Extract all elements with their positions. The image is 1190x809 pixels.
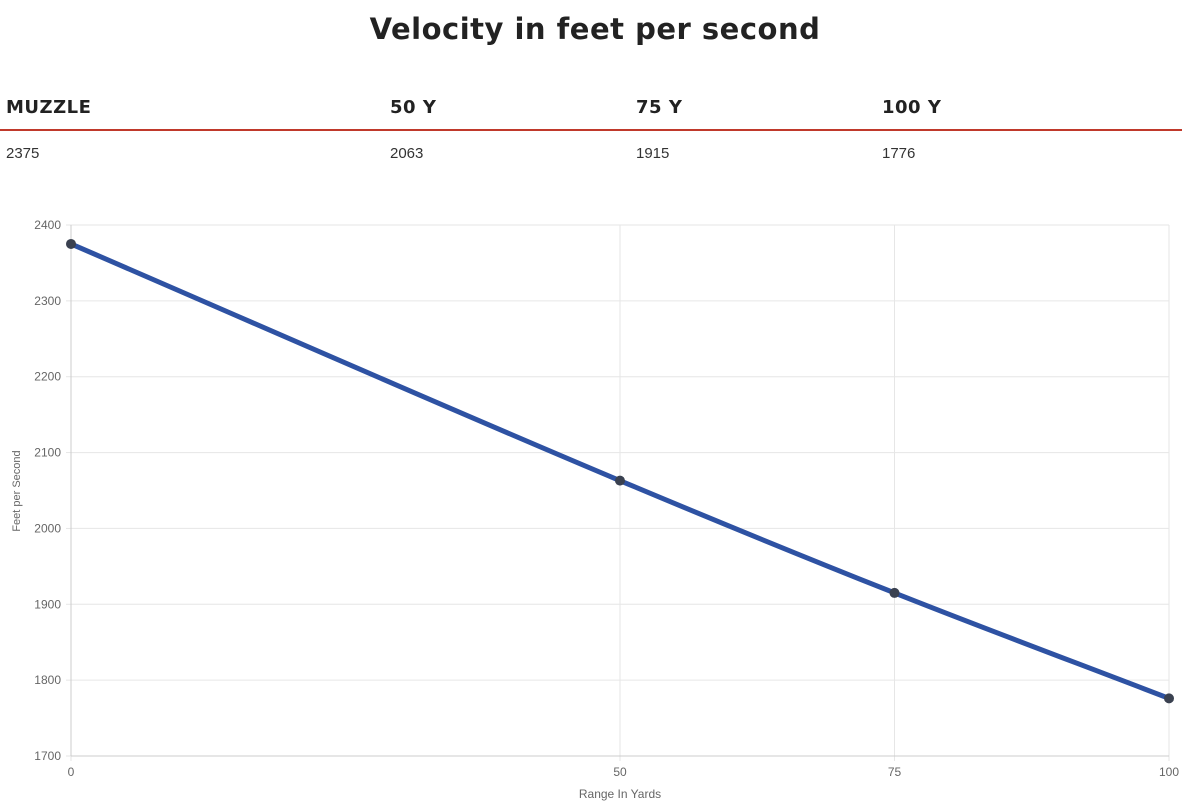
velocity-table-header: MUZZLE 50 Y 75 Y 100 Y — [0, 86, 1182, 131]
y-tick-label: 1700 — [34, 749, 61, 763]
header-75-yards: 75 Y — [636, 97, 683, 118]
value-muzzle: 2375 — [6, 145, 40, 162]
page-title: Velocity in feet per second — [369, 12, 821, 46]
data-point[interactable] — [615, 475, 625, 486]
y-tick-label: 2400 — [34, 218, 61, 232]
x-axis-label: Range In Yards — [579, 787, 661, 801]
y-tick-label: 2300 — [34, 294, 61, 308]
axes — [70, 225, 1169, 757]
x-tick-label: 100 — [1159, 765, 1179, 779]
series-line — [68, 241, 1172, 701]
x-tick-label: 50 — [613, 765, 627, 779]
grid-lines — [66, 224, 1170, 761]
value-100-yards: 1776 — [882, 145, 916, 162]
y-axis-label: Feet per Second — [11, 450, 23, 531]
x-tick-label: 0 — [68, 765, 75, 779]
x-tick-label: 75 — [888, 765, 902, 779]
y-tick-label: 2200 — [34, 370, 61, 384]
header-100-yards: 100 Y — [882, 97, 942, 118]
y-tick-label: 1900 — [34, 597, 61, 611]
y-tick-label: 1800 — [34, 673, 61, 687]
header-50-yards: 50 Y — [390, 97, 437, 118]
y-tick-label: 2100 — [34, 446, 61, 460]
value-50-yards: 2063 — [390, 145, 424, 162]
series — [66, 238, 1174, 704]
velocity-chart: 1700 1800 1900 2000 2100 2200 2300 2400 0 50 75 100… — [11, 218, 1179, 801]
data-point[interactable] — [1164, 693, 1174, 704]
value-75-yards: 1915 — [636, 145, 670, 162]
header-muzzle: MUZZLE — [6, 97, 92, 118]
y-tick-label: 2000 — [34, 521, 61, 535]
velocity-table-row: 2375 2063 1915 1776 — [0, 131, 1182, 171]
velocity-table: MUZZLE 50 Y 75 Y 100 Y 2375 2063 1915 17… — [0, 86, 1182, 171]
tick-labels: 1700 1800 1900 2000 2100 2200 2300 2400 0 50 75 100 — [34, 218, 1179, 779]
data-point[interactable] — [66, 238, 76, 249]
data-point[interactable] — [889, 587, 900, 598]
